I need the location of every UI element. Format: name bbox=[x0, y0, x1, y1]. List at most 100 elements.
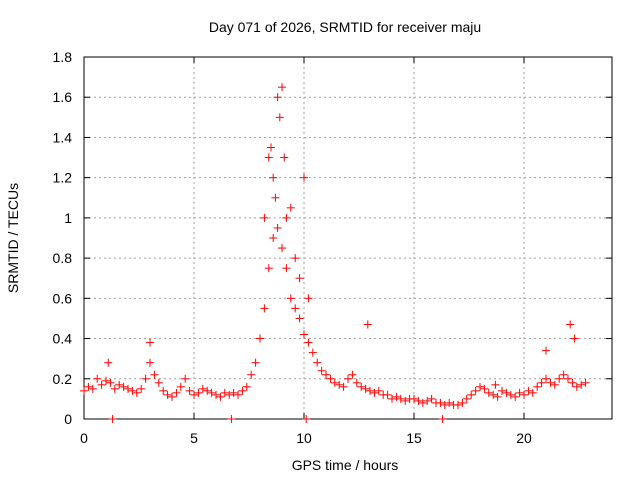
data-point bbox=[146, 358, 154, 367]
data-point bbox=[348, 370, 357, 379]
data-point bbox=[480, 384, 489, 393]
data-point bbox=[194, 388, 203, 397]
data-point bbox=[572, 382, 581, 391]
y-tick-label: 1 bbox=[64, 210, 72, 226]
data-point bbox=[168, 392, 176, 401]
data-point bbox=[207, 388, 216, 397]
data-point bbox=[291, 254, 300, 263]
axis-ticks: 0 0.2 0.4 0.6 0.8 1 1.2 1.4 1.6 1.8 0 5 10 15 20 bbox=[53, 49, 612, 446]
data-point bbox=[115, 380, 124, 389]
data-point bbox=[280, 153, 289, 162]
data-point bbox=[119, 382, 128, 391]
data-point bbox=[317, 366, 326, 375]
data-point bbox=[251, 358, 260, 367]
x-tick-label: 10 bbox=[296, 430, 312, 446]
data-point bbox=[220, 388, 229, 397]
data-point bbox=[440, 400, 449, 409]
data-point bbox=[335, 380, 344, 389]
data-point bbox=[401, 396, 410, 405]
data-point bbox=[264, 264, 273, 273]
x-tick-label: 20 bbox=[516, 430, 532, 446]
data-point bbox=[269, 173, 278, 182]
data-point bbox=[467, 390, 476, 399]
data-point bbox=[106, 378, 115, 387]
y-tick-label: 1.6 bbox=[53, 89, 73, 105]
y-tick-label: 0.6 bbox=[53, 290, 73, 306]
data-point bbox=[366, 386, 374, 395]
data-point bbox=[128, 386, 137, 395]
data-point bbox=[423, 396, 432, 405]
data-point bbox=[273, 93, 282, 102]
data-point bbox=[93, 374, 102, 383]
data-point bbox=[491, 380, 500, 389]
data-point bbox=[278, 83, 286, 92]
data-point bbox=[533, 382, 542, 391]
data-point bbox=[141, 374, 150, 383]
data-point bbox=[326, 374, 335, 383]
data-point bbox=[515, 388, 524, 397]
data-point bbox=[278, 244, 286, 253]
data-point bbox=[295, 314, 304, 323]
data-point bbox=[520, 390, 528, 399]
data-point bbox=[176, 382, 185, 391]
data-point bbox=[269, 234, 278, 242]
data-point bbox=[242, 382, 251, 391]
data-point bbox=[150, 370, 159, 379]
x-tick-label: 5 bbox=[190, 430, 198, 446]
data-point bbox=[198, 384, 207, 393]
data-point bbox=[498, 386, 506, 395]
data-point bbox=[247, 370, 256, 379]
data-point bbox=[581, 378, 590, 387]
y-tick-label: 0.8 bbox=[53, 250, 73, 266]
data-point bbox=[559, 370, 568, 379]
x-axis-label: GPS time / hours bbox=[292, 457, 399, 473]
data-point bbox=[264, 153, 273, 162]
data-point bbox=[110, 384, 119, 393]
data-point bbox=[458, 398, 467, 407]
data-point bbox=[124, 384, 132, 393]
data-point bbox=[300, 173, 308, 182]
data-point bbox=[84, 382, 93, 391]
data-point bbox=[273, 223, 282, 232]
data-point bbox=[570, 334, 579, 343]
data-point bbox=[392, 392, 401, 401]
data-point bbox=[102, 376, 110, 385]
data-point bbox=[275, 113, 284, 122]
y-tick-label: 1.2 bbox=[53, 170, 73, 186]
data-point bbox=[568, 378, 577, 387]
data-point bbox=[300, 330, 308, 339]
data-point bbox=[163, 390, 172, 399]
data-point bbox=[502, 388, 511, 397]
data-point bbox=[282, 213, 291, 222]
data-point bbox=[267, 143, 275, 152]
data-point bbox=[537, 378, 546, 387]
data-point bbox=[555, 374, 564, 383]
data-point bbox=[383, 390, 392, 399]
data-point bbox=[330, 378, 339, 387]
y-tick-label: 0.2 bbox=[53, 371, 73, 387]
data-point bbox=[146, 338, 154, 347]
data-point bbox=[493, 392, 502, 401]
data-point bbox=[528, 388, 537, 397]
data-point bbox=[410, 394, 418, 403]
data-point bbox=[159, 386, 168, 395]
data-point bbox=[216, 392, 225, 401]
data-point bbox=[234, 390, 242, 399]
data-point bbox=[454, 400, 462, 409]
data-point bbox=[511, 392, 520, 401]
data-point bbox=[238, 386, 247, 395]
data-point bbox=[172, 388, 181, 397]
data-point bbox=[546, 378, 555, 387]
x-tick-label: 15 bbox=[406, 430, 422, 446]
data-point bbox=[308, 348, 317, 357]
chart-title: Day 071 of 2026, SRMTID for receiver maj… bbox=[209, 19, 481, 35]
data-point bbox=[577, 380, 586, 389]
data-point bbox=[295, 274, 304, 283]
data-point bbox=[97, 380, 106, 389]
data-point bbox=[190, 390, 198, 399]
data-point bbox=[104, 358, 113, 367]
data-point bbox=[203, 386, 212, 395]
data-point bbox=[313, 358, 322, 367]
data-point bbox=[181, 374, 190, 383]
data-point bbox=[542, 346, 550, 355]
